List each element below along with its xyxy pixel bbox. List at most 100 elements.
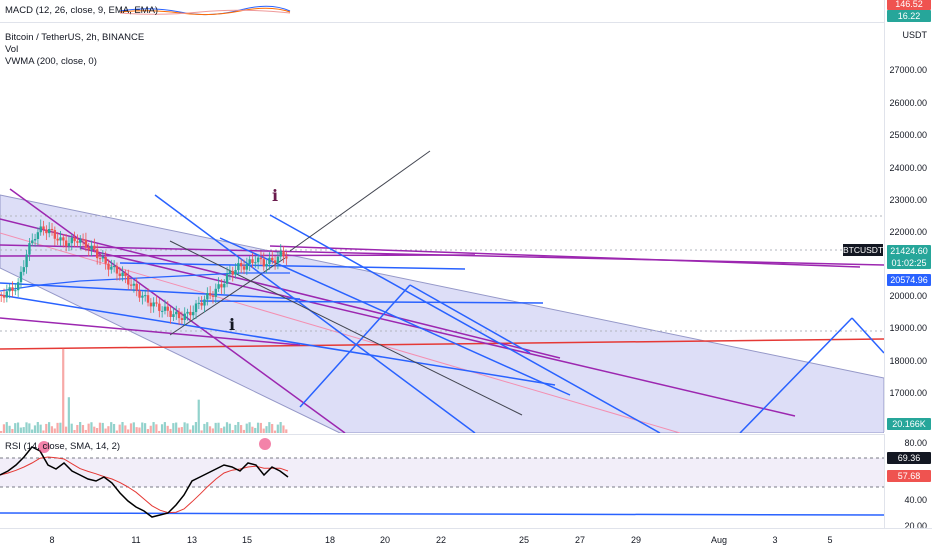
volume-bar xyxy=(67,397,70,433)
candle-body xyxy=(73,237,76,242)
macd-pane[interactable]: MACD (12, 26, close, 9, EMA, EMA) xyxy=(0,0,884,22)
rsi-trendline[interactable] xyxy=(0,512,884,516)
vwma-legend[interactable]: VWMA (200, close, 0) xyxy=(5,56,97,67)
volume-bar xyxy=(259,422,262,433)
symbol-title[interactable]: Bitcoin / TetherUS, 2h, BINANCE xyxy=(5,32,145,43)
volume-bar xyxy=(163,422,166,433)
candle-body xyxy=(231,270,234,275)
last-price-tag: 21424.60 01:02:25 xyxy=(887,245,931,269)
price-chart-pane[interactable]: i i Bitcoin / TetherUS, 2h, BINANCE Vol … xyxy=(0,22,884,433)
candle-body xyxy=(245,264,249,270)
volume-bar xyxy=(172,423,175,433)
volume-bar xyxy=(76,424,79,433)
volume-bar xyxy=(273,430,277,433)
projection-line[interactable] xyxy=(289,150,431,252)
event-marker-icon[interactable]: i xyxy=(229,315,235,334)
candle-body xyxy=(240,263,243,267)
volume-bar xyxy=(2,424,6,433)
candle-body xyxy=(129,284,133,286)
volume-bar xyxy=(39,424,42,433)
candle-body xyxy=(183,313,186,320)
candle-body xyxy=(87,247,90,250)
projection-line[interactable] xyxy=(169,257,286,336)
candle-body xyxy=(62,237,65,241)
time-tick: 27 xyxy=(574,535,586,545)
event-marker-icon[interactable]: i xyxy=(272,186,278,205)
vwma-value-tag: 20574.96 xyxy=(887,274,931,286)
price-tick: 25000.00 xyxy=(889,130,927,140)
candle-body xyxy=(192,312,195,316)
volume-bar xyxy=(214,422,217,433)
projection-line[interactable] xyxy=(169,240,523,416)
volume-bar xyxy=(186,423,189,433)
volume-bar xyxy=(265,426,268,433)
candle-body xyxy=(42,226,45,230)
volume-bar xyxy=(56,422,59,433)
candle-body xyxy=(228,270,232,274)
candle-body xyxy=(166,306,169,311)
candle-body xyxy=(110,266,113,270)
volume-bar xyxy=(175,422,178,433)
volume-bar xyxy=(79,422,82,433)
blue-trendlines[interactable] xyxy=(0,194,884,433)
volume-bar xyxy=(223,426,226,433)
volume-bar xyxy=(256,422,260,433)
rsi-axis[interactable]: 80.00 40.00 20.00 69.36 57.68 xyxy=(884,434,932,531)
currency-label: USDT xyxy=(902,30,928,40)
time-tick: 18 xyxy=(324,535,336,545)
volume-bar xyxy=(42,430,45,433)
volume-bar xyxy=(279,422,282,433)
volume-bar xyxy=(8,425,11,433)
candle-body xyxy=(84,239,88,248)
volume-bar xyxy=(59,422,62,433)
macd-tag-bottom: 16.22 xyxy=(887,10,931,22)
price-axis[interactable]: USDT 27000.00 26000.00 25000.00 24000.00… xyxy=(884,22,932,432)
volume-bar xyxy=(45,423,48,433)
regression-channel[interactable] xyxy=(0,194,884,433)
candle-body xyxy=(214,288,217,297)
volume-bar xyxy=(90,422,93,433)
candle-body xyxy=(276,256,280,263)
candle-body xyxy=(101,257,105,259)
candle-body xyxy=(50,228,54,231)
volume-bar xyxy=(135,427,138,433)
time-tick: 25 xyxy=(518,535,530,545)
volume-bar xyxy=(183,422,186,433)
candle-body xyxy=(135,283,138,291)
candle-body xyxy=(93,245,96,250)
candle-body xyxy=(158,303,161,311)
volume-bar xyxy=(31,429,34,433)
volume-legend[interactable]: Vol xyxy=(5,44,19,55)
candle-body xyxy=(76,241,79,243)
price-tick: 19000.00 xyxy=(889,323,927,333)
support-line[interactable] xyxy=(0,338,884,350)
volume-bar xyxy=(141,422,144,433)
rsi-divergence-marker[interactable] xyxy=(38,441,50,453)
macd-price-axis[interactable]: 146.52 16.22 xyxy=(884,0,932,22)
time-axis[interactable]: 8 11 13 15 18 20 22 25 27 29 Aug 3 5 xyxy=(0,528,932,551)
volume-bar xyxy=(276,424,279,433)
candle-body xyxy=(177,311,181,319)
volume-bar xyxy=(217,422,220,433)
rsi-legend[interactable]: RSI (14, close, SMA, 14, 2) xyxy=(5,441,121,452)
rsi-ma-tag: 57.68 xyxy=(887,470,931,482)
candle-body xyxy=(208,293,212,296)
candle-body xyxy=(115,266,119,274)
rsi-tick: 40.00 xyxy=(904,495,927,505)
time-tick: 13 xyxy=(186,535,198,545)
candle-body xyxy=(265,263,268,267)
rsi-pane[interactable]: RSI (14, close, SMA, 14, 2) xyxy=(0,434,884,529)
candle-body xyxy=(144,295,147,297)
volume-bar xyxy=(152,422,155,433)
rsi-ma-line xyxy=(0,456,289,514)
candle-body xyxy=(36,232,40,239)
candle-body xyxy=(70,237,73,244)
rsi-divergence-marker[interactable] xyxy=(259,438,271,450)
candle-body xyxy=(98,258,102,260)
volume-bar xyxy=(200,430,203,433)
purple-trendlines[interactable] xyxy=(0,188,884,433)
candle-body xyxy=(107,263,110,270)
volume-bar xyxy=(70,423,73,433)
candle-body xyxy=(237,263,240,271)
price-chart-canvas[interactable]: i i xyxy=(0,23,884,433)
